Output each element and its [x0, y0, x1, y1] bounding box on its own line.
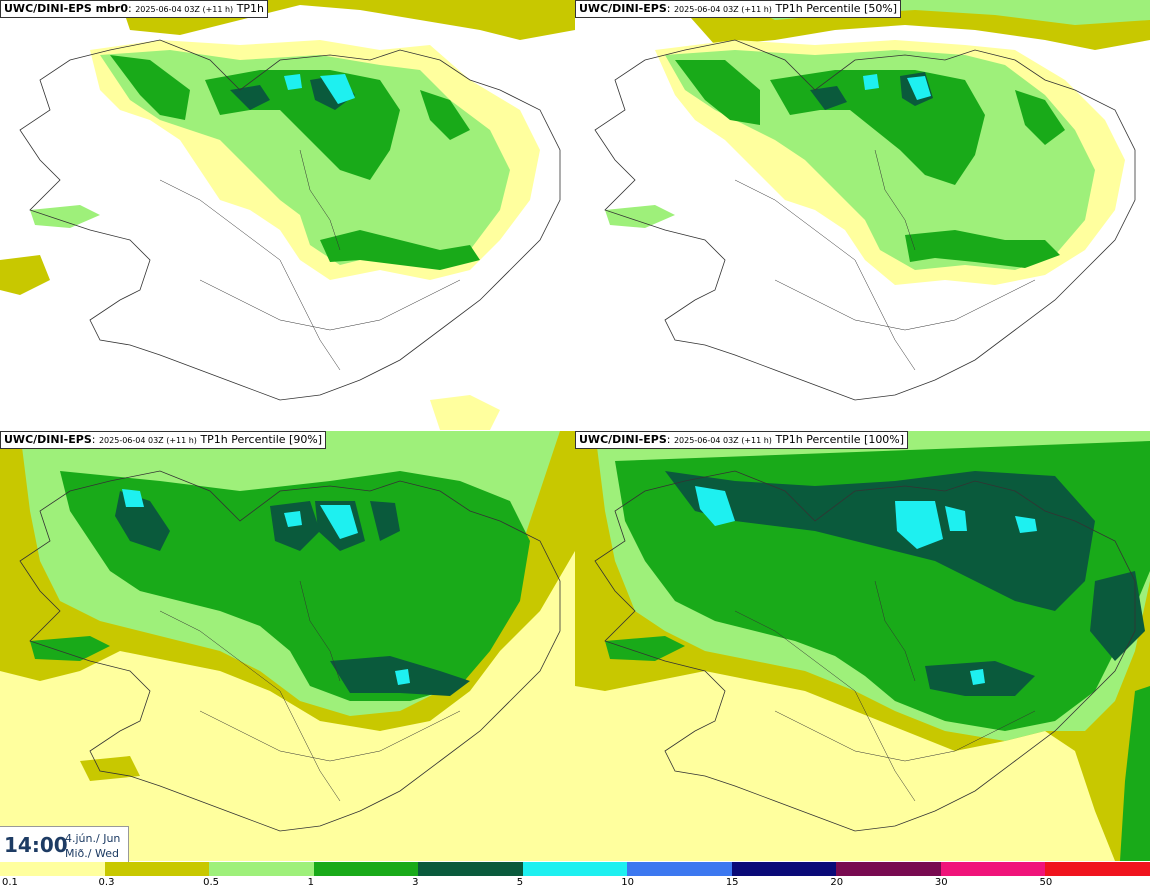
- map-panel-p50: UWC/DINI-EPS: 2025-06-04 03Z (+11 h) TP1…: [575, 0, 1150, 430]
- panel-title-p100: UWC/DINI-EPS: 2025-06-04 03Z (+11 h) TP1…: [575, 431, 909, 449]
- color-scale-bars: [0, 862, 1150, 876]
- color-scale-swatch: [418, 862, 524, 876]
- color-scale-legend: 0.1 0.3 0.5 1 3 5 10 15 20 30 50: [0, 862, 1150, 891]
- panel-model: UWC/DINI-EPS: [4, 433, 92, 446]
- map-panel-p90: UWC/DINI-EPS: 2025-06-04 03Z (+11 h) TP1…: [0, 431, 575, 861]
- panel-title-mbr0: UWC/DINI-EPS mbr0: 2025-06-04 03Z (+11 h…: [0, 0, 269, 18]
- valid-time: 14:00: [4, 833, 68, 857]
- precip-field: [605, 0, 1150, 285]
- color-scale-tick-label: 1: [307, 877, 314, 888]
- panel-run: 2025-06-04 03Z (+11 h): [98, 436, 197, 445]
- panel-field: TP1h Percentile [100%]: [775, 433, 905, 446]
- color-scale-tick-label: 0.1: [2, 877, 18, 888]
- color-scale-swatch: [836, 862, 942, 876]
- panel-run: 2025-06-04 03Z (+11 h): [673, 436, 772, 445]
- color-scale-swatch: [313, 862, 419, 876]
- map-panel-mbr0: UWC/DINI-EPS mbr0: 2025-06-04 03Z (+11 h…: [0, 0, 575, 430]
- panel-title-p90: UWC/DINI-EPS: 2025-06-04 03Z (+11 h) TP1…: [0, 431, 327, 449]
- valid-day: Mið./ Wed: [65, 847, 119, 860]
- color-scale-swatch: [731, 862, 837, 876]
- color-scale-swatch: [627, 862, 733, 876]
- panel-model: UWC/DINI-EPS: [579, 2, 667, 15]
- color-scale-tick-label: 5: [516, 877, 524, 888]
- color-scale-swatch: [522, 862, 628, 876]
- color-scale-tick-label: 0.3: [98, 877, 115, 888]
- color-scale-tick-label: 50: [1039, 877, 1053, 888]
- panel-model: UWC/DINI-EPS: [579, 433, 667, 446]
- valid-time-box: 14:00 4.jún./ Jun Mið./ Wed: [0, 826, 129, 863]
- panel-field: TP1h: [236, 2, 265, 15]
- color-scale-swatch: [0, 862, 105, 876]
- map-panel-p100: UWC/DINI-EPS: 2025-06-04 03Z (+11 h) TP1…: [575, 431, 1150, 861]
- color-scale-tick-label: 20: [830, 877, 844, 888]
- color-scale-tick-label: 3: [412, 877, 419, 888]
- color-scale-swatch: [940, 862, 1046, 876]
- color-scale-swatch: [209, 862, 315, 876]
- color-scale-tick-label: 0.5: [203, 877, 219, 888]
- precip-map-p90: [0, 431, 575, 861]
- panel-field: TP1h Percentile [90%]: [200, 433, 323, 446]
- panel-model: UWC/DINI-EPS mbr0: [4, 2, 128, 15]
- color-scale-tick-label: 10: [621, 877, 634, 888]
- coastline: [594, 39, 1136, 401]
- precip-field: [0, 0, 575, 430]
- panel-run: 2025-06-04 03Z (+11 h): [135, 5, 234, 14]
- valid-date: 4.jún./ Jun: [65, 832, 121, 845]
- panel-field: TP1h Percentile [50%]: [775, 2, 898, 15]
- precip-field: [0, 431, 575, 861]
- precip-field: [575, 431, 1150, 861]
- precip-map-p100: [575, 431, 1150, 861]
- color-scale-tick-label: 15: [725, 877, 739, 888]
- coastline: [19, 470, 561, 832]
- color-scale-tick-label: 30: [934, 877, 948, 888]
- panel-title-p50: UWC/DINI-EPS: 2025-06-04 03Z (+11 h) TP1…: [575, 0, 902, 18]
- precip-map-mbr0: [0, 0, 575, 430]
- coastline: [19, 39, 561, 401]
- color-scale-swatch: [104, 862, 210, 876]
- color-scale-swatch: [1045, 862, 1150, 876]
- panel-run: 2025-06-04 03Z (+11 h): [673, 5, 772, 14]
- coastline: [594, 470, 1136, 832]
- precip-map-p50: [594, 0, 1150, 401]
